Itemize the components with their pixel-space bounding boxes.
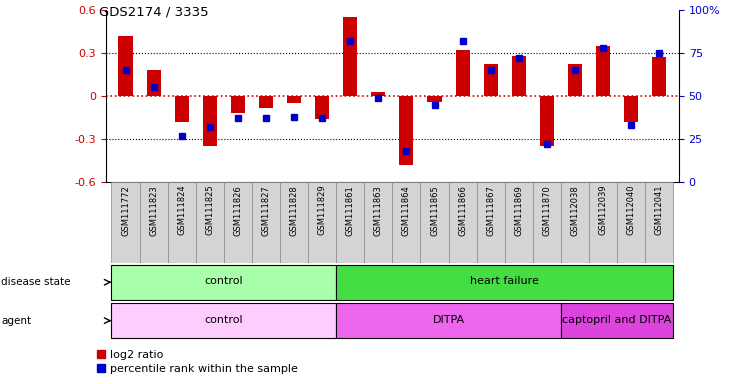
Text: DITPA: DITPA [432,315,464,325]
Text: GSM111867: GSM111867 [486,185,495,236]
Bar [645,182,673,263]
Text: heart failure: heart failure [470,276,539,286]
Bar [203,96,217,146]
Text: agent: agent [1,316,31,326]
Text: GSM112039: GSM112039 [599,185,607,235]
Bar [147,70,161,96]
Text: GSM111824: GSM111824 [177,185,186,235]
Text: GSM111865: GSM111865 [430,185,439,235]
Bar [448,182,477,263]
Bar [456,50,469,96]
Bar [280,182,308,263]
Text: GSM111823: GSM111823 [149,185,158,235]
Text: captopril and DITPA: captopril and DITPA [563,315,672,325]
Text: GSM112041: GSM112041 [655,185,664,235]
Text: GDS2174 / 3335: GDS2174 / 3335 [99,6,208,19]
Text: GSM111869: GSM111869 [514,185,523,235]
Bar [112,265,337,300]
Bar [259,96,273,108]
Text: GSM112040: GSM112040 [626,185,636,235]
Bar [477,182,504,263]
Bar [561,303,673,338]
Bar [343,17,357,96]
Bar [399,96,413,165]
Bar [428,96,442,102]
Bar [393,182,420,263]
Bar [589,182,617,263]
Text: GSM111861: GSM111861 [346,185,355,235]
Text: GSM111827: GSM111827 [261,185,271,235]
Bar [224,182,252,263]
Legend: log2 ratio, percentile rank within the sample: log2 ratio, percentile rank within the s… [97,350,298,374]
Bar [308,182,337,263]
Text: GSM111825: GSM111825 [205,185,215,235]
Bar [568,64,582,96]
Bar [372,92,385,96]
Bar [337,303,561,338]
Bar [484,64,498,96]
Text: GSM112038: GSM112038 [570,185,580,235]
Bar [112,303,337,338]
Text: disease state: disease state [1,277,71,287]
Bar [174,96,189,122]
Text: control: control [204,315,243,325]
Bar [533,182,561,263]
Bar [252,182,280,263]
Text: GSM111829: GSM111829 [318,185,326,235]
Bar [118,36,133,96]
Text: GSM111870: GSM111870 [542,185,551,235]
Bar [540,96,554,146]
Bar [504,182,533,263]
Text: control: control [204,276,243,286]
Bar [561,182,589,263]
Bar [231,96,245,113]
Text: GSM111772: GSM111772 [121,185,130,235]
Bar [596,46,610,96]
Bar [512,56,526,96]
Bar [315,96,329,119]
Bar [420,182,448,263]
Bar [112,182,139,263]
Text: GSM111828: GSM111828 [290,185,299,235]
Bar [337,182,364,263]
Text: GSM111826: GSM111826 [234,185,242,235]
Bar [652,57,666,96]
Bar [196,182,224,263]
Bar [624,96,638,122]
Text: GSM111863: GSM111863 [374,185,383,236]
Bar [364,182,393,263]
Bar [287,96,301,103]
Bar [139,182,168,263]
Bar [617,182,645,263]
Text: GSM111864: GSM111864 [402,185,411,235]
Text: GSM111866: GSM111866 [458,185,467,236]
Bar [337,265,673,300]
Bar [168,182,196,263]
